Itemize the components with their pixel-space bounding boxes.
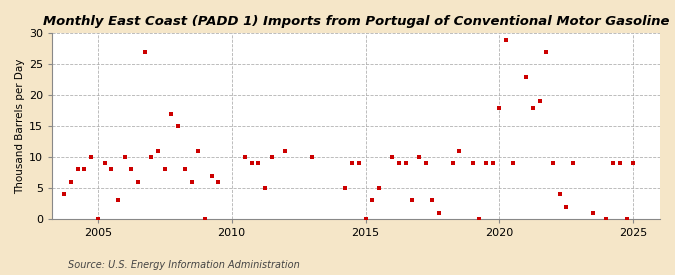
Point (434, 211, 445, 215)
Point (173, 124, 184, 128)
Point (253, 161, 264, 166)
Point (561, 204, 572, 209)
Point (394, 161, 404, 166)
Point (153, 149, 163, 153)
Point (474, 217, 485, 221)
Point (166, 112, 177, 116)
Point (347, 161, 358, 166)
Point (454, 149, 464, 153)
Point (427, 198, 438, 203)
Point (554, 192, 565, 196)
Point (588, 211, 599, 215)
Point (240, 155, 250, 159)
Point (213, 180, 223, 184)
Point (86, 155, 97, 159)
Text: Source: U.S. Energy Information Administration: Source: U.S. Energy Information Administ… (68, 260, 299, 270)
Title: Monthly East Coast (PADD 1) Imports from Portugal of Conventional Motor Gasoline: Monthly East Coast (PADD 1) Imports from… (43, 15, 670, 28)
Point (520, 75, 531, 79)
Point (487, 161, 498, 166)
Point (447, 161, 458, 166)
Point (280, 149, 291, 153)
Point (568, 161, 578, 166)
Y-axis label: Thousand Barrels per Day: Thousand Barrels per Day (15, 59, 25, 194)
Point (193, 149, 204, 153)
Point (306, 155, 317, 159)
Point (146, 155, 157, 159)
Point (501, 37, 512, 42)
Point (367, 198, 377, 203)
Point (180, 167, 190, 172)
Point (373, 186, 384, 190)
Point (508, 161, 518, 166)
Point (106, 167, 117, 172)
Point (621, 217, 632, 221)
Point (139, 50, 150, 54)
Point (200, 217, 211, 221)
Point (79, 167, 90, 172)
Point (206, 174, 217, 178)
Point (65, 180, 76, 184)
Point (92, 217, 103, 221)
Point (354, 161, 364, 166)
Point (59, 192, 70, 196)
Point (340, 186, 351, 190)
Point (119, 155, 130, 159)
Point (132, 180, 143, 184)
Point (186, 180, 197, 184)
Point (481, 161, 491, 166)
Point (534, 99, 545, 104)
Point (246, 161, 257, 166)
Point (387, 155, 398, 159)
Point (608, 161, 618, 166)
Point (547, 161, 558, 166)
Point (126, 167, 137, 172)
Point (260, 186, 271, 190)
Point (267, 155, 277, 159)
Point (99, 161, 110, 166)
Point (159, 167, 170, 172)
Point (541, 50, 551, 54)
Point (72, 167, 83, 172)
Point (494, 105, 505, 110)
Point (113, 198, 124, 203)
Point (414, 155, 425, 159)
Point (601, 217, 612, 221)
Point (628, 161, 639, 166)
Point (614, 161, 625, 166)
Point (527, 105, 538, 110)
Point (467, 161, 478, 166)
Point (400, 161, 411, 166)
Point (360, 217, 371, 221)
Point (421, 161, 431, 166)
Point (407, 198, 418, 203)
